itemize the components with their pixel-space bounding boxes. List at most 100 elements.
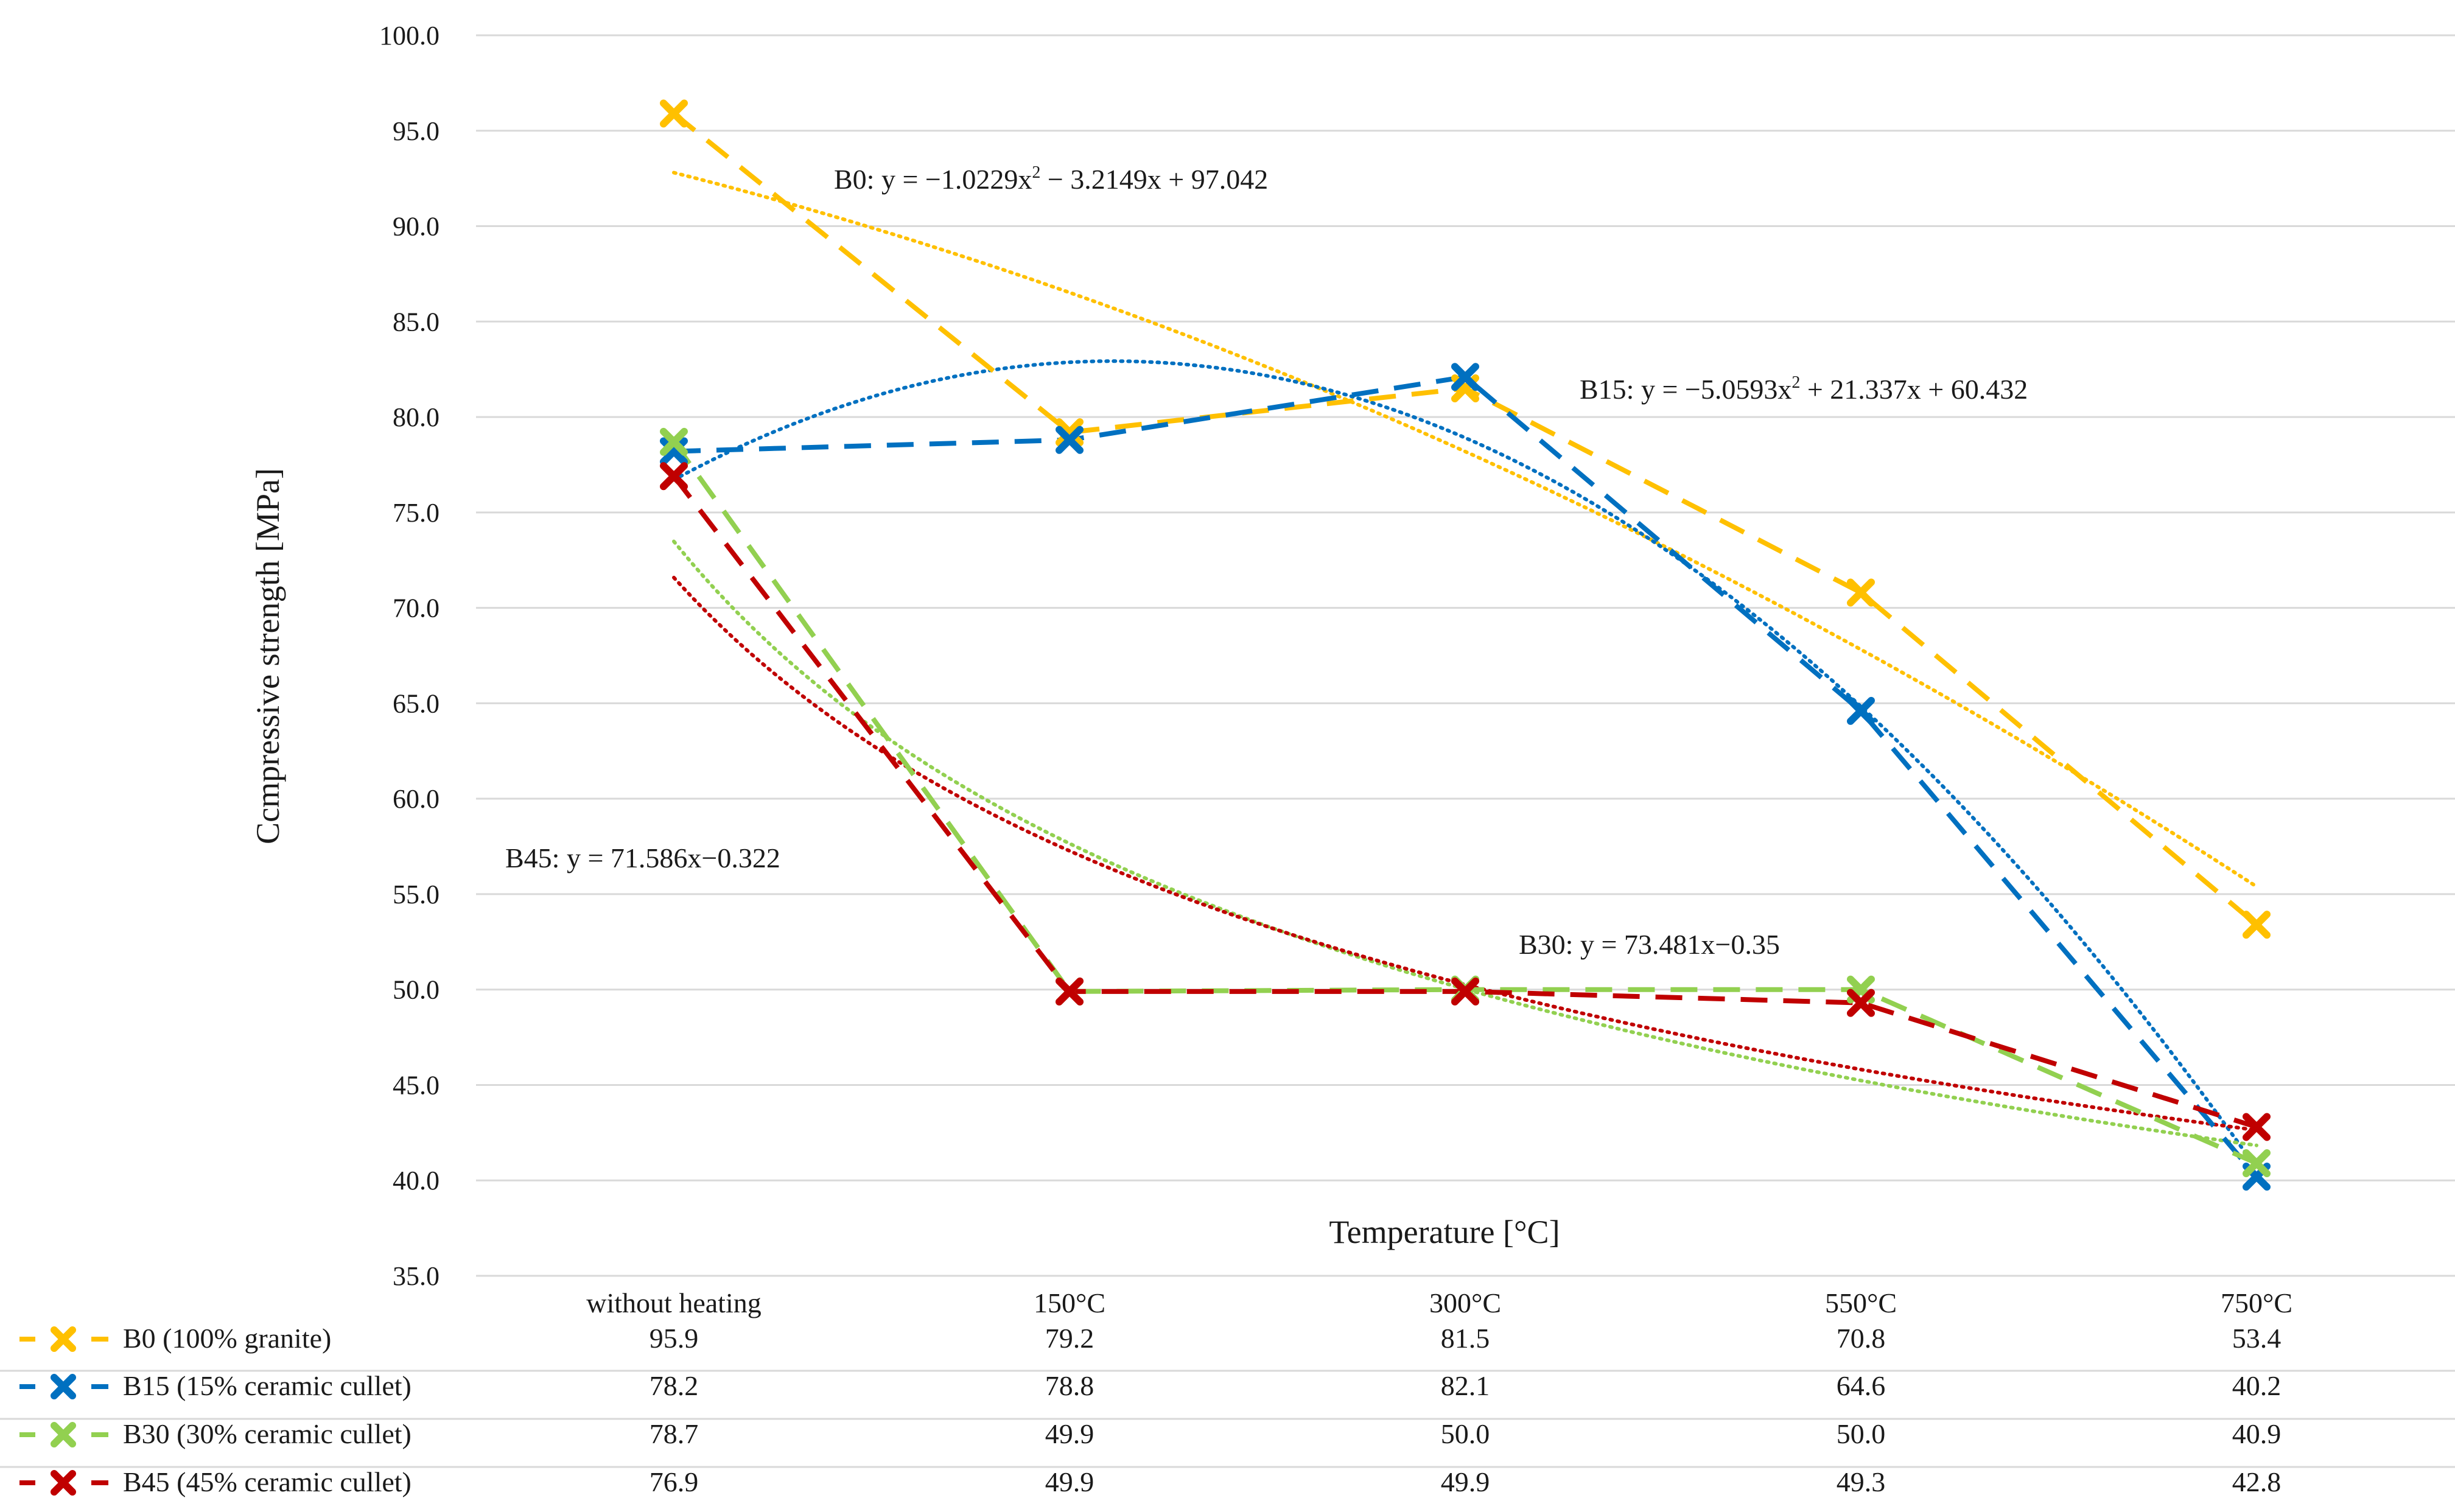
marker-stroke bbox=[51, 1470, 76, 1496]
marker-b45-3 bbox=[1847, 989, 1875, 1017]
y-tick-label: 50.0 bbox=[393, 975, 440, 1005]
category-label: 300°C bbox=[1429, 1287, 1501, 1318]
legend-label-b15: B15 (15% ceramic cullet) bbox=[123, 1370, 412, 1401]
legend-key-b0 bbox=[19, 1326, 108, 1352]
table-cell-b45: 49.3 bbox=[1837, 1466, 1886, 1497]
table-cell-b15: 64.6 bbox=[1837, 1370, 1886, 1401]
marker-stroke bbox=[2243, 911, 2271, 939]
data-table: without heating 150°C 300°C 550°C 750°C B0 (1… bbox=[0, 1287, 2455, 1497]
table-cell-b30: 78.7 bbox=[650, 1418, 699, 1449]
category-label: 750°C bbox=[2221, 1287, 2292, 1318]
marker-stroke bbox=[1451, 977, 1479, 1006]
table-cell-b45: 76.9 bbox=[650, 1466, 699, 1497]
svg-text:B30: y = 73.481x−0.35: B30: y = 73.481x−0.35 bbox=[1519, 929, 1780, 960]
marker-b45-2 bbox=[1451, 977, 1479, 1006]
category-label: without heating bbox=[586, 1287, 761, 1318]
trendline-b15 bbox=[672, 359, 2258, 1171]
legend-label-b0: B0 (100% granite) bbox=[123, 1323, 331, 1354]
y-tick-label: 95.0 bbox=[393, 116, 440, 146]
annotation-b0: B0: y = −1.0229x2 − 3.2149x + 97.042 bbox=[834, 163, 1268, 195]
y-tick-label: 80.0 bbox=[393, 402, 440, 432]
table-cell-b0: 95.9 bbox=[650, 1323, 699, 1354]
y-axis-title: Ccmpressive strength [MPa] bbox=[250, 468, 286, 844]
annotation-b15: B15: y = −5.0593x2 + 21.337x + 60.432 bbox=[1580, 373, 2028, 405]
marker-stroke bbox=[1847, 578, 1875, 607]
table-cell-b15: 78.8 bbox=[1045, 1370, 1094, 1401]
svg-text:B45: y = 71.586x−0.322: B45: y = 71.586x−0.322 bbox=[505, 842, 780, 873]
marker-stroke bbox=[51, 1422, 76, 1447]
table-cell-b0: 79.2 bbox=[1045, 1323, 1094, 1354]
legend-label-b30: B30 (30% ceramic cullet) bbox=[123, 1418, 412, 1449]
y-tick-label: 100.0 bbox=[379, 21, 440, 51]
table-cell-b0: 70.8 bbox=[1837, 1323, 1886, 1354]
marker-b0-0 bbox=[660, 99, 688, 128]
table-cell-b30: 40.9 bbox=[2232, 1418, 2282, 1449]
marker-stroke bbox=[1056, 977, 1084, 1006]
table-cell-b30: 50.0 bbox=[1441, 1418, 1490, 1449]
trendline-b45 bbox=[672, 575, 2258, 1132]
annotation-b30: B30: y = 73.481x−0.35 bbox=[1519, 929, 1780, 960]
marker-b30-0 bbox=[660, 427, 688, 456]
table-cell-b15: 78.2 bbox=[650, 1370, 699, 1401]
category-label: 550°C bbox=[1825, 1287, 1897, 1318]
gridlines bbox=[476, 34, 2455, 1277]
marker-stroke bbox=[1451, 363, 1479, 391]
series-lines bbox=[671, 111, 2259, 1178]
y-tick-label: 65.0 bbox=[393, 688, 440, 718]
legend-marker bbox=[51, 1422, 76, 1447]
marker-stroke bbox=[660, 427, 688, 456]
legend-label-b45: B45 (45% ceramic cullet) bbox=[123, 1466, 412, 1497]
data-markers bbox=[660, 99, 2271, 1191]
x-axis-title: Temperature [°C] bbox=[1329, 1214, 1560, 1250]
svg-text:B0: y = −1.0229x2 − 3.2149x +: B0: y = −1.0229x2 − 3.2149x + 97.042 bbox=[834, 163, 1268, 195]
marker-stroke bbox=[2243, 1149, 2271, 1178]
table-cell-b30: 50.0 bbox=[1837, 1418, 1886, 1449]
category-label: 150°C bbox=[1034, 1287, 1105, 1318]
marker-b0-4 bbox=[2243, 911, 2271, 939]
table-cell-b15: 40.2 bbox=[2232, 1370, 2282, 1401]
y-tick-label: 75.0 bbox=[393, 498, 440, 528]
marker-b45-0 bbox=[660, 462, 688, 491]
y-tick-label: 90.0 bbox=[393, 212, 440, 242]
table-cell-b45: 49.9 bbox=[1045, 1466, 1094, 1497]
marker-b30-4 bbox=[2243, 1149, 2271, 1178]
marker-stroke bbox=[1847, 696, 1875, 725]
table-cell-b15: 82.1 bbox=[1441, 1370, 1490, 1401]
legend-key-b30 bbox=[19, 1422, 108, 1447]
marker-stroke bbox=[2243, 1113, 2271, 1141]
table-cell-b45: 49.9 bbox=[1441, 1466, 1490, 1497]
legend-key-b15 bbox=[19, 1374, 108, 1399]
y-tick-label: 85.0 bbox=[393, 307, 440, 337]
trendlines bbox=[672, 170, 2258, 1171]
series-line-b15 bbox=[673, 374, 2259, 1178]
trendline-b0 bbox=[672, 170, 2258, 889]
table-cell-b0: 53.4 bbox=[2232, 1323, 2282, 1354]
series-line-b30 bbox=[671, 440, 2258, 1166]
marker-b15-3 bbox=[1847, 696, 1875, 725]
marker-b0-1 bbox=[1056, 418, 1084, 447]
table-cell-b0: 81.5 bbox=[1441, 1323, 1490, 1354]
series-line-b0 bbox=[672, 111, 2258, 927]
marker-b15-1 bbox=[1056, 425, 1084, 454]
annotation-b45: B45: y = 71.586x−0.322 bbox=[505, 842, 780, 873]
table-cell-b30: 49.9 bbox=[1045, 1418, 1094, 1449]
marker-stroke bbox=[51, 1374, 76, 1399]
legend-marker bbox=[51, 1374, 76, 1399]
marker-stroke bbox=[1056, 418, 1084, 447]
table-cell-b45: 42.8 bbox=[2232, 1466, 2282, 1497]
marker-stroke bbox=[51, 1326, 76, 1352]
marker-stroke bbox=[660, 99, 688, 128]
y-tick-label: 70.0 bbox=[393, 593, 440, 623]
legend-key-b45 bbox=[19, 1470, 108, 1496]
marker-b15-2 bbox=[1451, 363, 1479, 391]
y-tick-label: 60.0 bbox=[393, 784, 440, 814]
y-tick-label: 40.0 bbox=[393, 1166, 440, 1195]
trendline-b30 bbox=[672, 539, 2258, 1147]
legend-marker bbox=[51, 1470, 76, 1496]
marker-stroke bbox=[1847, 989, 1875, 1017]
svg-text:B15: y = −5.0593x2 + 21.337x +: B15: y = −5.0593x2 + 21.337x + 60.432 bbox=[1580, 373, 2028, 405]
marker-b45-1 bbox=[1056, 977, 1084, 1006]
y-tick-label: 55.0 bbox=[393, 880, 440, 909]
marker-stroke bbox=[660, 462, 688, 491]
